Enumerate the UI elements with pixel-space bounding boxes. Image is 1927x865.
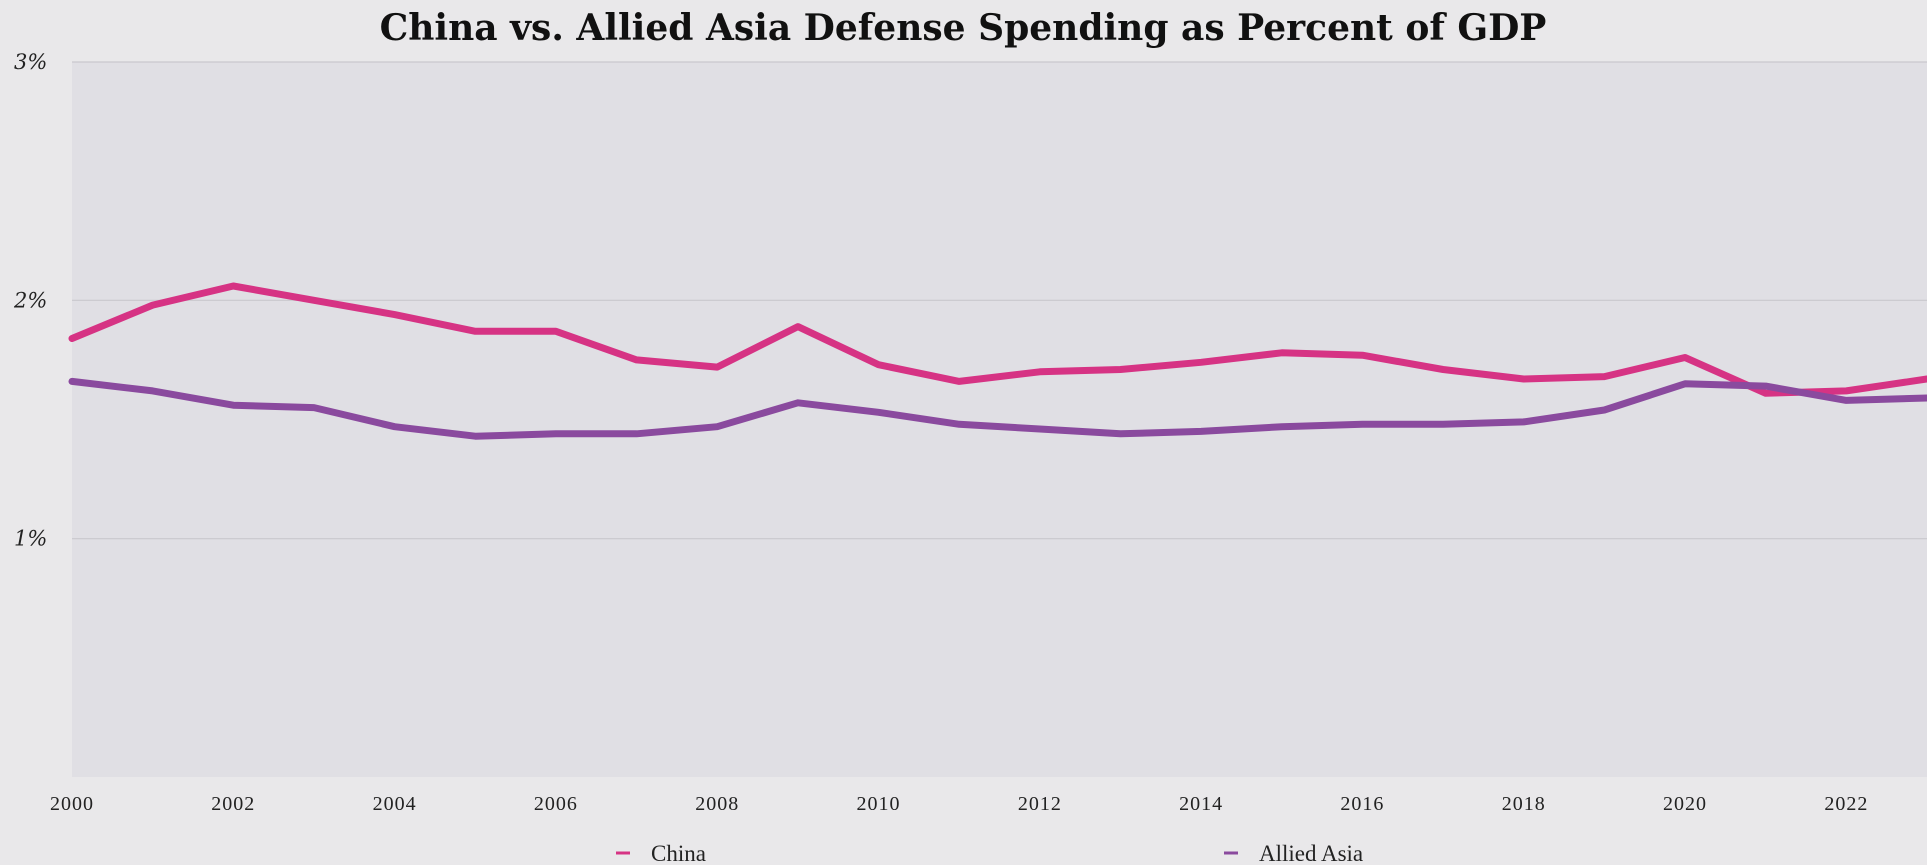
x-tick-label: 2012 xyxy=(1018,793,1062,815)
data-point-china xyxy=(714,364,721,371)
data-point-allied-asia xyxy=(1198,428,1205,435)
data-point-china xyxy=(1359,352,1366,359)
data-point-china xyxy=(230,283,237,290)
data-point-allied-asia xyxy=(69,378,76,385)
legend-label: Allied Asia xyxy=(1259,841,1363,865)
data-point-china xyxy=(1601,373,1608,380)
legend-label: China xyxy=(651,841,706,865)
data-point-allied-asia xyxy=(1843,397,1850,404)
data-point-china xyxy=(311,297,318,304)
data-point-china xyxy=(552,328,559,335)
data-point-china xyxy=(69,335,76,342)
data-point-allied-asia xyxy=(1762,383,1769,390)
x-tick-label: 2002 xyxy=(211,793,255,815)
x-tick-label: 2014 xyxy=(1179,793,1223,815)
data-point-allied-asia xyxy=(1117,430,1124,437)
data-point-allied-asia xyxy=(794,399,801,406)
data-point-allied-asia xyxy=(1036,426,1043,433)
data-point-china xyxy=(1440,366,1447,373)
x-tick-label: 2006 xyxy=(534,793,578,815)
x-tick-label: 2008 xyxy=(695,793,739,815)
plot-area xyxy=(72,62,1927,777)
legend-item-china[interactable]: China xyxy=(616,841,706,865)
data-point-allied-asia xyxy=(956,421,963,428)
gridlines xyxy=(72,61,1927,540)
data-point-china xyxy=(1520,376,1527,383)
data-point-china xyxy=(794,323,801,330)
x-tick-label: 2000 xyxy=(50,793,94,815)
data-point-allied-asia xyxy=(552,430,559,437)
data-point-allied-asia xyxy=(875,409,882,416)
x-tick-label: 2020 xyxy=(1663,793,1707,815)
data-point-allied-asia xyxy=(230,402,237,409)
data-point-china xyxy=(1036,368,1043,375)
y-tick-label: 2% xyxy=(13,288,47,312)
data-point-china xyxy=(1843,387,1850,394)
x-tick-label: 2010 xyxy=(857,793,901,815)
data-point-allied-asia xyxy=(633,430,640,437)
y-tick-label: 1% xyxy=(14,527,47,551)
data-point-china xyxy=(149,302,156,309)
data-point-china xyxy=(391,311,398,318)
data-point-china xyxy=(875,361,882,368)
data-point-china xyxy=(1682,354,1689,361)
data-point-allied-asia xyxy=(1520,418,1527,425)
legend-item-allied-asia[interactable]: Allied Asia xyxy=(1224,841,1363,865)
data-point-china xyxy=(633,356,640,363)
y-axis-ticks: 1% 2% 3% xyxy=(13,50,47,551)
data-point-allied-asia xyxy=(1359,421,1366,428)
x-tick-label: 2022 xyxy=(1824,793,1868,815)
data-point-allied-asia xyxy=(391,423,398,430)
data-point-china xyxy=(1198,359,1205,366)
x-tick-label: 2018 xyxy=(1502,793,1546,815)
x-tick-label: 2004 xyxy=(373,793,417,815)
x-axis-ticks: 2000 2002 2004 2006 2008 2010 2012 2014 2016 2018… xyxy=(50,793,1868,815)
y-tick-label: 3% xyxy=(14,50,47,74)
data-point-allied-asia xyxy=(714,423,721,430)
data-point-allied-asia xyxy=(1278,423,1285,430)
data-point-allied-asia xyxy=(311,404,318,411)
data-point-allied-asia xyxy=(1601,407,1608,414)
series-lines xyxy=(68,282,1927,440)
series-line-china xyxy=(68,282,1927,397)
data-point-china xyxy=(956,378,963,385)
series-line-allied-asia xyxy=(68,377,1927,440)
data-point-allied-asia xyxy=(472,433,479,440)
data-point-china xyxy=(1278,349,1285,356)
legend[interactable]: China Allied Asia xyxy=(616,841,1363,865)
data-point-china xyxy=(1762,390,1769,397)
chart-title: China vs. Allied Asia Defense Spending a… xyxy=(380,7,1547,49)
data-point-allied-asia xyxy=(1440,421,1447,428)
data-point-allied-asia xyxy=(1682,380,1689,387)
data-point-china xyxy=(1117,366,1124,373)
x-tick-label: 2016 xyxy=(1340,793,1384,815)
data-point-allied-asia xyxy=(149,387,156,394)
data-point-china xyxy=(472,328,479,335)
